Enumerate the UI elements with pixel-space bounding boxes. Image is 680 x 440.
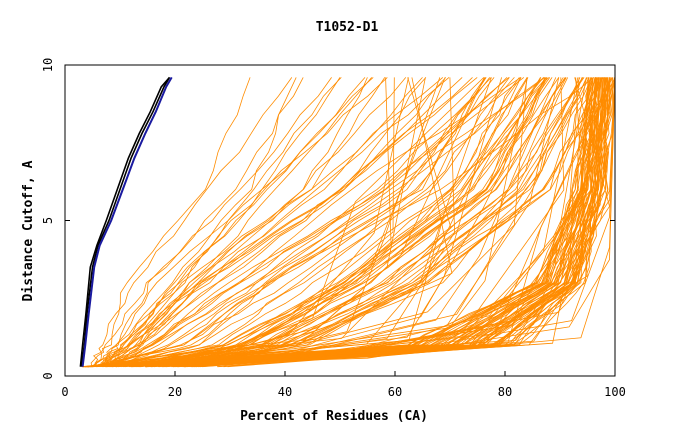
model-curve xyxy=(176,77,597,368)
model-curve xyxy=(116,77,594,368)
model-curve xyxy=(98,77,297,367)
model-curve xyxy=(131,77,551,368)
model-curve xyxy=(87,77,616,368)
model-curve xyxy=(104,77,447,368)
model-curve xyxy=(115,77,545,368)
model-curve xyxy=(104,77,450,367)
model-curve xyxy=(92,77,293,367)
x-tick-label: 20 xyxy=(168,385,182,399)
model-curve xyxy=(178,77,604,368)
x-tick-label: 0 xyxy=(61,385,68,399)
model-curve xyxy=(90,77,528,368)
model-curve xyxy=(81,77,452,368)
model-curve xyxy=(132,77,547,368)
highlight-curve xyxy=(81,76,173,367)
model-curve xyxy=(85,77,580,368)
model-curve xyxy=(82,77,597,368)
model-curve xyxy=(89,77,487,368)
highlight-curve xyxy=(80,76,171,367)
x-axis: 0 20 40 60 80 100 xyxy=(61,371,626,399)
model-curve xyxy=(99,77,342,368)
model-curve xyxy=(99,77,373,368)
model-curve xyxy=(128,77,549,368)
y-tick-label: 5 xyxy=(41,217,55,224)
x-tick-label: 100 xyxy=(604,385,626,399)
model-curve xyxy=(109,77,545,368)
model-curve xyxy=(109,77,473,367)
model-curve xyxy=(145,77,567,368)
x-tick-label: 40 xyxy=(278,385,292,399)
model-curve xyxy=(90,77,616,368)
model-curve xyxy=(99,77,368,367)
chart-title: T1052-D1 xyxy=(316,20,379,35)
model-curve xyxy=(90,77,251,367)
y-tick-label: 10 xyxy=(41,58,55,72)
y-axis-label: Distance Cutoff, A xyxy=(21,160,36,301)
model-curve xyxy=(171,77,603,368)
model-curve xyxy=(94,77,341,367)
plot-area xyxy=(79,76,616,368)
model-curve xyxy=(83,77,587,368)
model-curve xyxy=(103,77,386,368)
model-curve xyxy=(112,77,508,367)
model-curve xyxy=(194,77,609,368)
model-curve xyxy=(88,77,528,368)
model-curve xyxy=(90,77,491,368)
model-curve xyxy=(90,77,613,368)
model-curve xyxy=(86,77,456,368)
model-curve xyxy=(134,77,541,368)
y-tick-label: 0 xyxy=(41,372,55,379)
y-axis: 0 5 10 xyxy=(41,58,615,380)
model-curve xyxy=(91,77,409,368)
model-curve xyxy=(84,77,492,368)
model-curve xyxy=(90,77,426,368)
model-curve xyxy=(108,77,522,368)
model-curve xyxy=(157,77,585,368)
model-curve xyxy=(87,77,485,368)
highlight-curve xyxy=(79,76,171,367)
x-tick-label: 80 xyxy=(498,385,512,399)
model-curve xyxy=(165,77,605,368)
x-axis-label: Percent of Residues (CA) xyxy=(240,409,428,424)
model-curve xyxy=(101,77,407,368)
model-curve xyxy=(85,77,453,368)
model-curve xyxy=(104,77,487,368)
model-curve xyxy=(105,77,522,368)
model-curve xyxy=(149,77,581,368)
model-curve xyxy=(90,77,304,368)
x-tick-label: 60 xyxy=(388,385,402,399)
model-curve xyxy=(100,77,388,367)
model-curve xyxy=(87,77,542,368)
model-curve xyxy=(86,77,548,368)
model-curve xyxy=(105,77,427,368)
